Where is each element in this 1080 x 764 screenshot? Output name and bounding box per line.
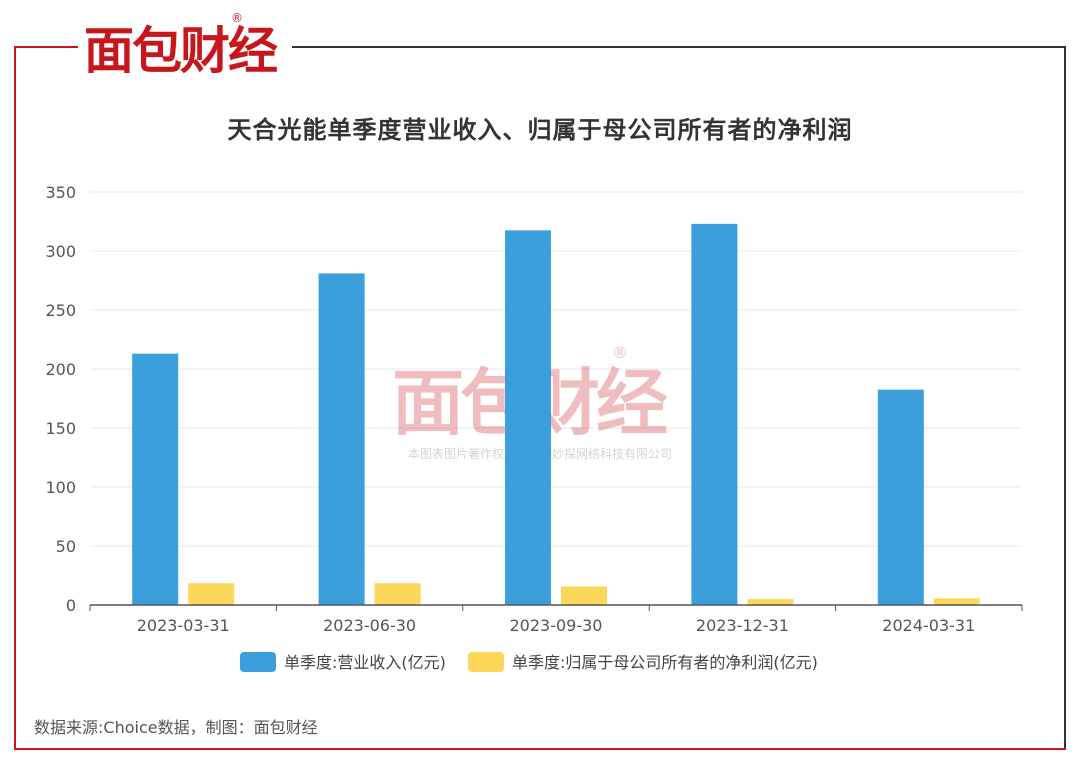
brand-logo-text: 面包财经 <box>84 22 278 78</box>
bar-revenue <box>877 389 924 605</box>
x-tick-label: 2023-12-31 <box>696 616 789 635</box>
y-tick-label: 0 <box>66 596 76 615</box>
bar-revenue <box>318 273 365 605</box>
x-tick-label: 2024-03-31 <box>882 616 975 635</box>
y-tick-label: 150 <box>45 419 76 438</box>
bar-revenue <box>505 230 551 605</box>
y-tick-label: 350 <box>45 183 76 202</box>
y-tick-label: 200 <box>45 360 76 379</box>
source-note: 数据来源:Choice数据，制图：面包财经 <box>34 718 318 737</box>
watermark-registered-mark: ® <box>612 343 628 362</box>
legend: 单季度:营业收入(亿元) 单季度:归属于母公司所有者的净利润(亿元) <box>240 652 818 672</box>
bar-revenue <box>132 353 179 605</box>
legend-label: 单季度:归属于母公司所有者的净利润(亿元) <box>512 653 818 672</box>
x-tick-label: 2023-09-30 <box>510 616 603 635</box>
legend-swatch <box>468 652 504 672</box>
legend-swatch <box>240 652 276 672</box>
frame-bottom-line <box>14 748 1066 750</box>
brand-registered-mark: ® <box>231 11 243 25</box>
bar-net-profit <box>933 598 980 605</box>
x-tick-label: 2023-06-30 <box>323 616 416 635</box>
legend-label: 单季度:营业收入(亿元) <box>284 653 446 672</box>
bar-net-profit <box>747 599 794 605</box>
bar-revenue <box>691 223 738 606</box>
frame-top-left-line <box>14 46 78 48</box>
axis-layer: 0 50 100 150 200 250 300 350 2023-03-31 2023-06-3… <box>45 183 1023 635</box>
brand-logo: 面包财经 ® <box>84 11 280 78</box>
y-tick-label: 300 <box>45 242 76 261</box>
grid-layer <box>90 191 1022 547</box>
bar-net-profit <box>561 586 607 605</box>
bar-net-profit <box>188 583 235 605</box>
x-tick-label: 2023-03-31 <box>137 616 230 635</box>
bar-net-profit <box>374 583 421 605</box>
y-tick-label: 50 <box>56 537 76 556</box>
frame-right-line <box>1064 46 1066 750</box>
y-tick-label: 250 <box>45 301 76 320</box>
chart-title: 天合光能单季度营业收入、归属于母公司所有者的净利润 <box>227 116 853 144</box>
frame-top-right-line <box>292 46 1066 48</box>
frame-left-line <box>14 46 16 750</box>
y-tick-label: 100 <box>45 478 76 497</box>
bars-layer <box>132 223 980 606</box>
